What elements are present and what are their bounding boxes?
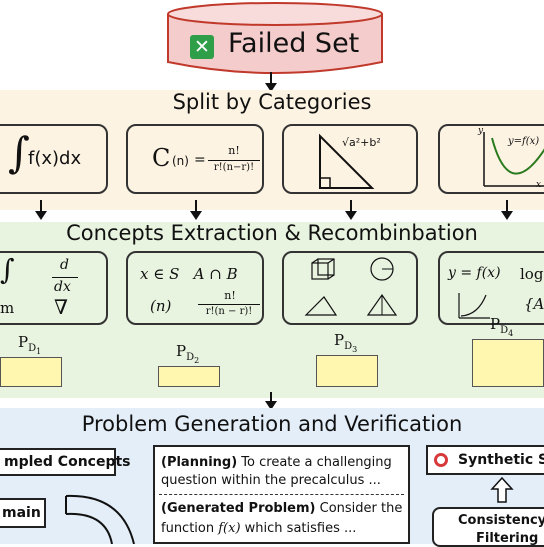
planning-line-1: (Planning) To create a challenging bbox=[161, 455, 392, 470]
concept-d: d bbox=[60, 257, 69, 273]
domain-box: main bbox=[0, 498, 46, 528]
consistency-box: Consistency Filtering bbox=[432, 507, 544, 547]
generation-title: Problem Generation and Verification bbox=[81, 412, 463, 436]
arrow-cat1 bbox=[35, 200, 47, 220]
concept-sets-line: x ∈ S A ∩ B bbox=[140, 265, 238, 283]
distribution-label: PD1 bbox=[18, 333, 42, 356]
fraction-bar bbox=[208, 160, 260, 161]
check-mark-icon: ✕ bbox=[190, 35, 214, 59]
distribution-bar bbox=[472, 339, 544, 387]
category-card-graph: y x y=f(x) bbox=[438, 124, 544, 194]
arrow-failed-to-split bbox=[265, 72, 277, 92]
concept-card-functions: y = f(x) log {A bbox=[438, 251, 544, 325]
concept-log: log bbox=[520, 265, 544, 283]
combination-eq: = bbox=[194, 152, 206, 168]
generated-label: (Generated Problem) bbox=[161, 501, 316, 516]
category-card-geometry: √a²+b² bbox=[282, 124, 418, 194]
synthetic-label: Synthetic S bbox=[458, 452, 544, 468]
planning-label: (Planning) bbox=[161, 455, 238, 470]
concept-den: r!(n − r)! bbox=[205, 306, 253, 317]
distribution-bar bbox=[158, 366, 220, 387]
concept-brace: {A bbox=[524, 295, 544, 313]
generated-fx: f(x) bbox=[218, 521, 241, 536]
combination-c: C bbox=[152, 144, 171, 172]
growth-graph-icon bbox=[458, 293, 490, 319]
distribution-bar bbox=[316, 355, 378, 387]
planning-text-2: question within the precalculus ... bbox=[161, 473, 381, 488]
distribution-label: PD2 bbox=[176, 342, 200, 365]
concept-fraction-bar bbox=[198, 304, 260, 305]
filtering-label: Filtering bbox=[476, 531, 539, 546]
curved-arrow-icon bbox=[65, 494, 135, 544]
generated-text-1: Consider the bbox=[315, 501, 403, 516]
category-card-combination: C (n) = n! r!(n−r)! bbox=[126, 124, 264, 194]
concept-integral-sign: ∫ bbox=[0, 253, 15, 286]
category-card-integral: ∫ f(x)dx bbox=[0, 124, 108, 194]
concepts-title: Concepts Extraction & Recombinbation bbox=[66, 221, 478, 245]
hypotenuse-label: √a²+b² bbox=[342, 136, 381, 149]
concept-fx: y = f(x) bbox=[448, 265, 501, 281]
concept-card-shapes bbox=[282, 251, 418, 325]
problem-text-box: (Planning) To create a challenging quest… bbox=[153, 445, 410, 544]
sampled-concepts-label: mpled Concepts bbox=[4, 454, 131, 470]
concept-card-calculus: ∫ d dx m ∇ bbox=[0, 251, 108, 325]
target-icon bbox=[434, 453, 448, 467]
consistency-label: Consistency bbox=[458, 513, 544, 528]
integral-sign: ∫ bbox=[8, 128, 30, 177]
derivative-bar bbox=[52, 277, 78, 278]
nabla-icon: ∇ bbox=[54, 295, 68, 319]
generated-line-2: function f(x) which satisfies ... bbox=[161, 521, 356, 536]
combination-denominator: r!(n−r)! bbox=[213, 162, 255, 173]
dashed-divider bbox=[159, 494, 404, 495]
concept-m: m bbox=[0, 299, 15, 317]
concept-card-sets: x ∈ S A ∩ B (n) n! r!(n − r)! bbox=[126, 251, 264, 325]
distribution-label: PD4 bbox=[490, 315, 514, 338]
concept-num: n! bbox=[224, 289, 236, 302]
sampled-concepts-box: mpled Concepts bbox=[0, 448, 131, 476]
arrow-cat3 bbox=[345, 200, 357, 220]
combination-n: (n) bbox=[172, 154, 189, 168]
up-arrow-icon bbox=[490, 476, 514, 503]
function-graph-icon bbox=[483, 132, 544, 187]
synthetic-set-box: Synthetic S bbox=[426, 445, 544, 475]
curve-label: y=f(x) bbox=[508, 136, 540, 147]
integral-formula: f(x)dx bbox=[28, 148, 82, 169]
arrow-cat2 bbox=[190, 200, 202, 220]
x-axis-label: x bbox=[536, 180, 542, 190]
split-title: Split by Categories bbox=[172, 90, 372, 114]
planning-text-1: To create a challenging bbox=[237, 455, 392, 470]
y-axis-label: y bbox=[478, 126, 484, 136]
domain-label: main bbox=[2, 505, 41, 521]
failed-set-label: Failed Set bbox=[228, 28, 360, 59]
generated-text-2b: which satisfies ... bbox=[240, 521, 357, 536]
distribution-label: PD3 bbox=[334, 331, 358, 354]
arrow-cat4 bbox=[501, 200, 513, 220]
concept-dx: dx bbox=[54, 279, 71, 295]
generated-text-2a: function bbox=[161, 521, 219, 536]
arrow-to-generation bbox=[265, 392, 277, 410]
generated-line-1: (Generated Problem) Consider the bbox=[161, 501, 402, 516]
concept-n: (n) bbox=[150, 297, 172, 315]
distribution-bar bbox=[0, 357, 62, 387]
failed-set-cylinder bbox=[167, 2, 383, 74]
right-triangle-icon bbox=[319, 133, 375, 189]
combination-numerator: n! bbox=[228, 144, 240, 157]
geometry-shapes-icon bbox=[304, 257, 398, 316]
